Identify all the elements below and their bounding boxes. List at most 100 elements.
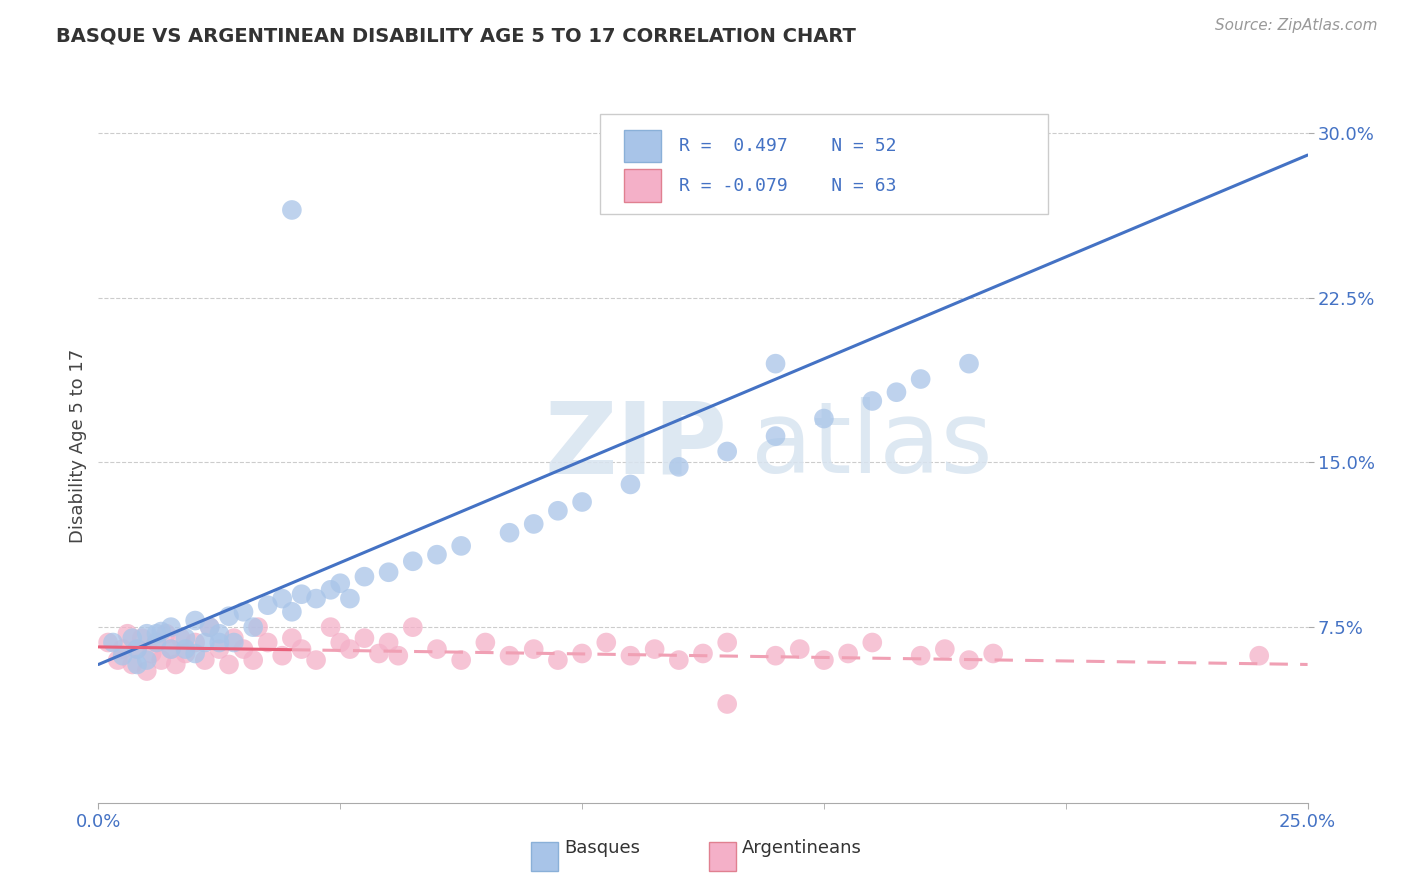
Point — [242, 620, 264, 634]
Text: ZIP: ZIP — [544, 398, 727, 494]
Point — [305, 653, 328, 667]
Point — [256, 635, 278, 649]
Point — [426, 642, 449, 657]
Point — [174, 631, 197, 645]
Point — [145, 635, 167, 649]
Point — [813, 653, 835, 667]
Point — [198, 620, 221, 634]
Point — [450, 653, 472, 667]
Point — [957, 357, 980, 371]
Point — [716, 635, 738, 649]
Point — [232, 605, 254, 619]
Point — [256, 598, 278, 612]
Point — [402, 620, 425, 634]
Point — [232, 642, 254, 657]
Point — [523, 642, 546, 657]
Point — [117, 626, 139, 640]
Point — [329, 635, 352, 649]
Point — [169, 631, 191, 645]
Point — [135, 626, 157, 640]
Point — [934, 642, 956, 657]
Point — [160, 620, 183, 634]
Point — [402, 554, 425, 568]
Point — [101, 635, 124, 649]
Point — [329, 576, 352, 591]
Text: BASQUE VS ARGENTINEAN DISABILITY AGE 5 TO 17 CORRELATION CHART: BASQUE VS ARGENTINEAN DISABILITY AGE 5 T… — [56, 27, 856, 45]
Point — [668, 653, 690, 667]
Point — [184, 614, 207, 628]
Point — [145, 635, 167, 649]
Text: atlas: atlas — [751, 398, 993, 494]
Point — [765, 648, 787, 663]
Point — [860, 394, 883, 409]
Point — [127, 642, 149, 657]
Text: Source: ZipAtlas.com: Source: ZipAtlas.com — [1215, 18, 1378, 33]
Point — [339, 591, 361, 606]
Point — [837, 647, 859, 661]
Point — [547, 653, 569, 667]
Point — [619, 648, 641, 663]
Point — [305, 591, 328, 606]
Point — [194, 653, 217, 667]
Point — [160, 642, 183, 657]
Point — [165, 657, 187, 672]
Point — [571, 495, 593, 509]
Point — [111, 648, 134, 663]
Point — [1249, 648, 1271, 663]
Point — [174, 642, 197, 657]
FancyBboxPatch shape — [600, 114, 1047, 214]
Point — [523, 516, 546, 531]
Point — [135, 653, 157, 667]
Point — [860, 635, 883, 649]
Point — [121, 631, 143, 645]
Point — [668, 459, 690, 474]
Point — [198, 620, 221, 634]
Point — [644, 642, 666, 657]
Text: R = -0.079    N = 63: R = -0.079 N = 63 — [679, 177, 896, 194]
Point — [290, 587, 312, 601]
FancyBboxPatch shape — [624, 169, 661, 202]
Point — [368, 647, 391, 661]
Point — [242, 653, 264, 667]
Point — [107, 653, 129, 667]
Point — [127, 657, 149, 672]
Text: Basques: Basques — [564, 838, 640, 856]
Point — [319, 582, 342, 597]
Point — [498, 525, 520, 540]
FancyBboxPatch shape — [531, 842, 558, 871]
Point — [194, 635, 217, 649]
Text: Argentineans: Argentineans — [742, 838, 862, 856]
Point — [474, 635, 496, 649]
Point — [184, 647, 207, 661]
Point — [218, 609, 240, 624]
Point — [222, 635, 245, 649]
Point — [353, 631, 375, 645]
Point — [184, 635, 207, 649]
Point — [716, 697, 738, 711]
Point — [450, 539, 472, 553]
Point — [716, 444, 738, 458]
Point — [619, 477, 641, 491]
Point — [426, 548, 449, 562]
Point — [150, 653, 173, 667]
Point — [174, 647, 197, 661]
Point — [595, 635, 617, 649]
Point — [765, 357, 787, 371]
Point — [150, 624, 173, 639]
Point — [353, 569, 375, 583]
Point — [208, 635, 231, 649]
Point — [222, 631, 245, 645]
Point — [886, 385, 908, 400]
Point — [910, 648, 932, 663]
Y-axis label: Disability Age 5 to 17: Disability Age 5 to 17 — [69, 349, 87, 543]
Point — [547, 504, 569, 518]
Point — [97, 635, 120, 649]
Point — [208, 642, 231, 657]
Point — [498, 648, 520, 663]
Point — [377, 635, 399, 649]
FancyBboxPatch shape — [709, 842, 735, 871]
Point — [135, 664, 157, 678]
Point — [155, 626, 177, 640]
Point — [145, 626, 167, 640]
Point — [247, 620, 270, 634]
